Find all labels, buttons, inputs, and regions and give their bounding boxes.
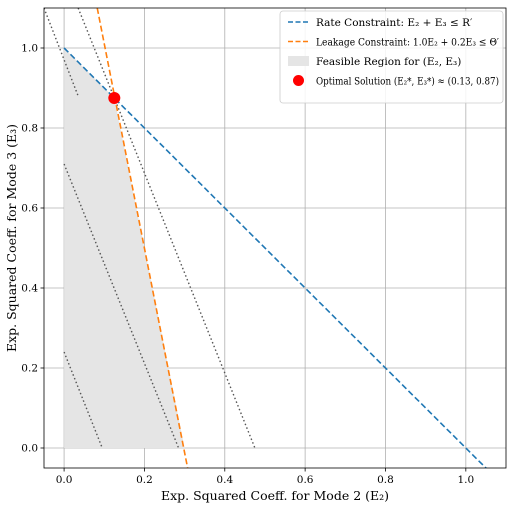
- y-axis-label: Exp. Squared Coeff. for Mode 3 (E₃): [4, 124, 19, 352]
- legend-leakage-label: Leakage Constraint: 1.0E₂ + 0.2E₃ ≤ Θ′: [316, 36, 500, 48]
- x-tick-label: 0.8: [377, 474, 394, 486]
- constraint-lines: [63, 8, 488, 468]
- legend-optimal-label: Optimal Solution (E₂*, E₃*) ≈ (0.13, 0.8…: [316, 75, 499, 87]
- legend: Rate Constraint: E₂ + E₃ ≤ R′ Leakage Con…: [279, 10, 504, 104]
- y-tick-label: 0.6: [21, 203, 38, 215]
- optimal-point-layer: [108, 92, 121, 104]
- legend-rate-label: Rate Constraint: E₂ + E₃ ≤ R′: [316, 17, 473, 29]
- legend-optimal-swatch: [293, 75, 304, 86]
- plot-frame: [43, 7, 507, 469]
- axis-ticks: 0.0 0.2 0.4 0.6 0.8 1.0 0.0 0.2 0.4 0.6 0.8 1.0: [21, 43, 474, 487]
- objective-contour-line: [44, 8, 79, 97]
- y-tick-label: 0.4: [21, 283, 38, 295]
- optimal-point: [108, 92, 121, 104]
- leakage-constraint-line: [96, 8, 189, 468]
- x-axis-label: Exp. Squared Coeff. for Mode 2 (E₂): [161, 488, 389, 503]
- legend-box: [279, 10, 504, 104]
- x-tick-label: 0.2: [136, 474, 153, 486]
- contour-lines: [44, 8, 256, 449]
- x-tick-label: 0.6: [297, 474, 314, 486]
- legend-feasible-swatch: [288, 56, 309, 66]
- y-tick-label: 1.0: [21, 43, 38, 55]
- feasible-region-layer: [64, 48, 185, 448]
- objective-contour-line: [63, 163, 180, 449]
- x-tick-label: 1.0: [457, 474, 474, 486]
- y-tick-label: 0.2: [21, 363, 38, 375]
- objective-contour-line: [63, 351, 103, 449]
- y-tick-label: 0.8: [21, 123, 38, 135]
- feasible-region: [64, 48, 185, 448]
- x-tick-label: 0.4: [216, 474, 233, 486]
- objective-contour-line: [77, 8, 256, 449]
- legend-feasible-label: Feasible Region for (E₂, E₃): [316, 56, 461, 68]
- y-tick-label: 0.0: [21, 443, 38, 455]
- rate-constraint-line: [63, 47, 488, 468]
- x-tick-label: 0.0: [56, 474, 73, 486]
